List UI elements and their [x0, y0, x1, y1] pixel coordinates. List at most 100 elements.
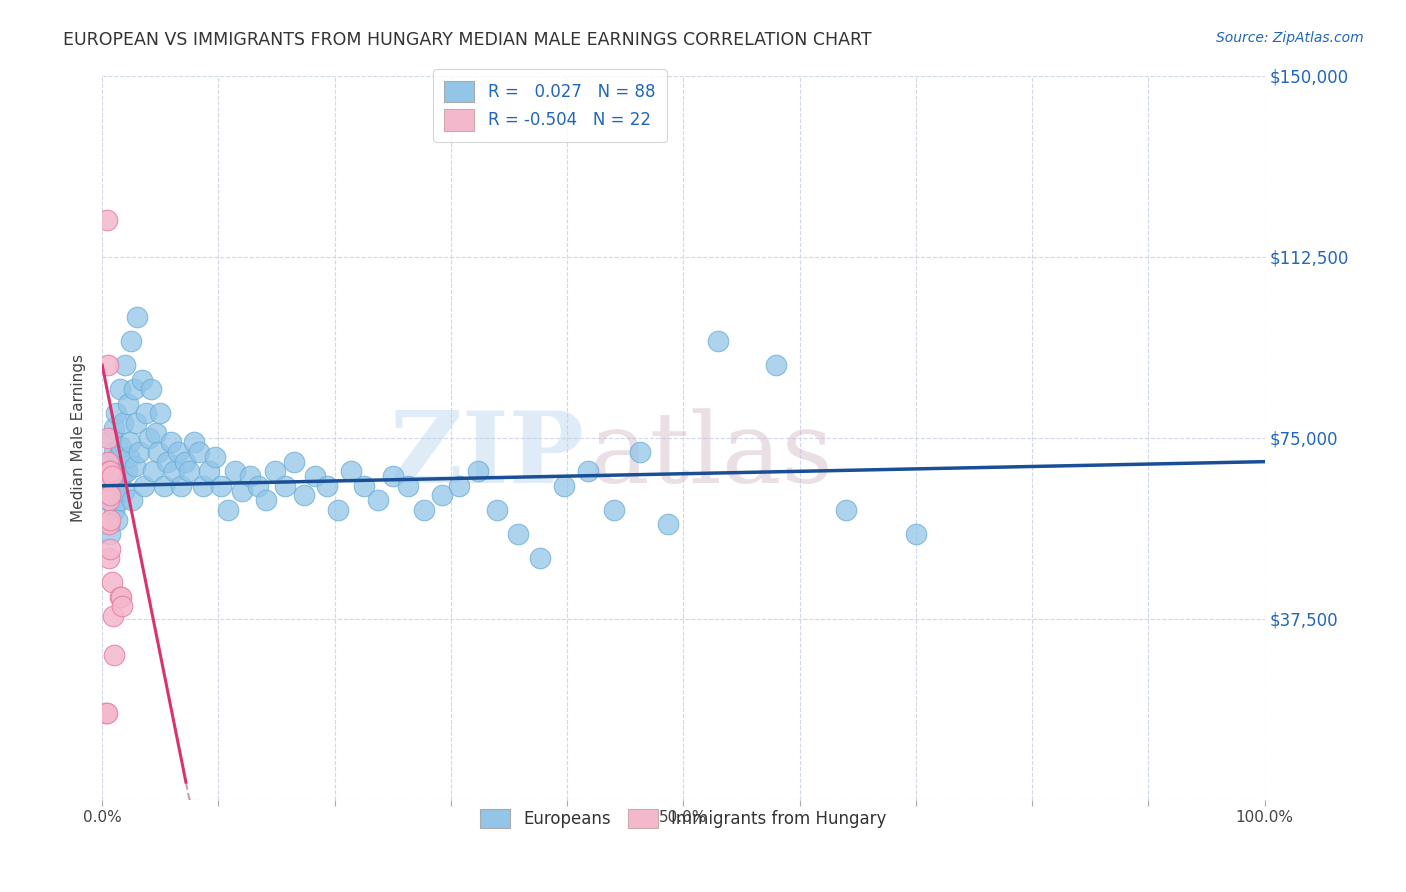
- Point: [112, 483, 135, 498]
- Point: [381, 469, 404, 483]
- Point: [100, 430, 122, 444]
- Point: [224, 464, 246, 478]
- Point: [204, 450, 226, 464]
- Point: [98, 464, 121, 478]
- Point: [97, 493, 120, 508]
- Point: [166, 445, 188, 459]
- Point: [217, 503, 239, 517]
- Point: [264, 464, 287, 478]
- Point: [413, 503, 436, 517]
- Point: [131, 373, 153, 387]
- Point: [98, 464, 121, 478]
- Point: [117, 397, 139, 411]
- Point: [111, 599, 134, 614]
- Point: [100, 469, 122, 483]
- Point: [107, 450, 129, 464]
- Point: [97, 358, 120, 372]
- Point: [103, 464, 125, 478]
- Point: [101, 479, 124, 493]
- Point: [103, 421, 125, 435]
- Point: [508, 527, 530, 541]
- Point: [103, 503, 125, 517]
- Point: [98, 551, 121, 566]
- Point: [657, 517, 679, 532]
- Point: [173, 455, 195, 469]
- Point: [135, 406, 157, 420]
- Point: [529, 551, 551, 566]
- Point: [96, 213, 118, 227]
- Text: atlas: atlas: [591, 408, 834, 503]
- Point: [98, 455, 121, 469]
- Point: [145, 425, 167, 440]
- Point: [231, 483, 253, 498]
- Point: [96, 706, 118, 720]
- Point: [449, 479, 471, 493]
- Point: [193, 479, 215, 493]
- Point: [125, 416, 148, 430]
- Point: [904, 527, 927, 541]
- Point: [105, 406, 128, 420]
- Point: [110, 590, 132, 604]
- Point: [553, 479, 575, 493]
- Point: [707, 334, 730, 348]
- Point: [353, 479, 375, 493]
- Text: ZIP: ZIP: [389, 407, 585, 504]
- Text: EUROPEAN VS IMMIGRANTS FROM HUNGARY MEDIAN MALE EARNINGS CORRELATION CHART: EUROPEAN VS IMMIGRANTS FROM HUNGARY MEDI…: [63, 31, 872, 49]
- Point: [187, 445, 209, 459]
- Point: [765, 358, 787, 372]
- Point: [628, 445, 651, 459]
- Point: [576, 464, 599, 478]
- Point: [142, 464, 165, 478]
- Point: [98, 517, 121, 532]
- Point: [128, 445, 150, 459]
- Point: [124, 459, 146, 474]
- Point: [98, 541, 121, 556]
- Point: [111, 469, 134, 483]
- Point: [118, 450, 141, 464]
- Text: Source: ZipAtlas.com: Source: ZipAtlas.com: [1216, 31, 1364, 45]
- Point: [254, 493, 277, 508]
- Point: [132, 479, 155, 493]
- Point: [273, 479, 295, 493]
- Point: [156, 455, 179, 469]
- Point: [98, 527, 121, 541]
- Point: [304, 469, 326, 483]
- Point: [101, 609, 124, 624]
- Y-axis label: Median Male Earnings: Median Male Earnings: [72, 353, 86, 522]
- Point: [108, 590, 131, 604]
- Point: [121, 493, 143, 508]
- Point: [110, 440, 132, 454]
- Point: [183, 435, 205, 450]
- Point: [120, 334, 142, 348]
- Point: [149, 406, 172, 420]
- Point: [98, 493, 121, 508]
- Point: [602, 503, 624, 517]
- Point: [104, 479, 127, 493]
- Point: [246, 479, 269, 493]
- Point: [198, 464, 221, 478]
- Point: [94, 706, 117, 720]
- Point: [340, 464, 363, 478]
- Point: [97, 455, 120, 469]
- Point: [138, 430, 160, 444]
- Point: [108, 382, 131, 396]
- Point: [120, 435, 142, 450]
- Legend: Europeans, Immigrants from Hungary: Europeans, Immigrants from Hungary: [474, 802, 893, 835]
- Point: [209, 479, 232, 493]
- Point: [179, 464, 201, 478]
- Point: [100, 575, 122, 590]
- Point: [467, 464, 489, 478]
- Point: [486, 503, 509, 517]
- Point: [108, 493, 131, 508]
- Point: [105, 512, 128, 526]
- Point: [139, 382, 162, 396]
- Point: [328, 503, 350, 517]
- Point: [367, 493, 389, 508]
- Point: [125, 310, 148, 324]
- Point: [163, 464, 186, 478]
- Point: [396, 479, 419, 493]
- Point: [103, 445, 125, 459]
- Point: [159, 435, 181, 450]
- Point: [114, 358, 136, 372]
- Point: [98, 488, 121, 502]
